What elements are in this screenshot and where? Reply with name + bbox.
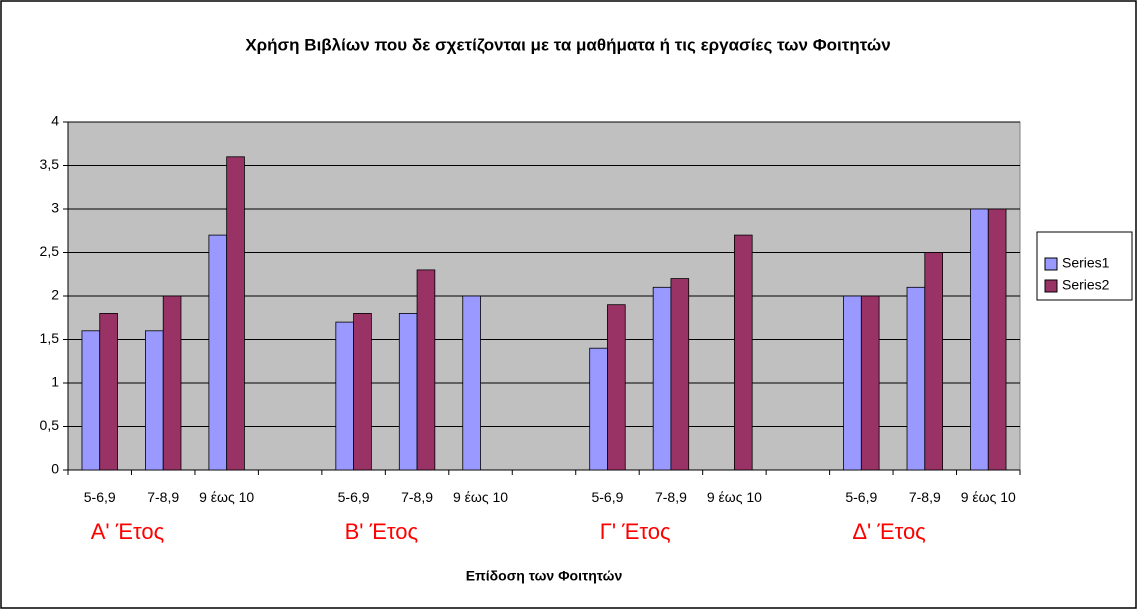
bar <box>924 252 943 471</box>
x-tick-label: 5-6,9 <box>591 489 624 505</box>
bar <box>860 295 880 471</box>
y-tick-label: 2,5 <box>40 243 60 259</box>
x-tick-label: 9 έως 10 <box>706 489 762 505</box>
x-tick-label: 5-6,9 <box>83 489 116 505</box>
x-tick-label: 5-6,9 <box>845 489 878 505</box>
bar <box>226 156 245 471</box>
bar <box>416 269 436 471</box>
bar <box>335 321 355 471</box>
bar <box>589 347 608 471</box>
y-tick-label: 0 <box>51 461 59 477</box>
x-tick-label: 5-6,9 <box>337 489 370 505</box>
legend-label: Series2 <box>1062 277 1110 293</box>
bar <box>906 286 926 471</box>
x-axis-title: Επίδοση των Φοιτητών <box>466 568 623 584</box>
x-tick-label: 9 έως 10 <box>453 489 509 505</box>
y-tick-label: 0,5 <box>40 417 60 433</box>
bar <box>607 304 626 471</box>
y-tick-label: 3 <box>51 200 59 216</box>
x-tick-label: 7-8,9 <box>908 489 941 505</box>
bar <box>353 312 372 471</box>
y-tick-label: 4 <box>51 113 59 129</box>
bar <box>843 295 862 471</box>
group-label: Γ' Έτος <box>600 519 671 544</box>
chart-title: Χρήση Βιβλίων που δε σχετίζονται με τα μ… <box>245 35 890 54</box>
bar <box>987 208 1007 471</box>
x-tick-label: 7-8,9 <box>147 489 180 505</box>
bar <box>970 208 989 471</box>
bar <box>81 330 101 471</box>
bar <box>99 312 118 471</box>
bar <box>398 312 418 471</box>
bar <box>145 330 164 471</box>
x-tick-label: 7-8,9 <box>654 489 687 505</box>
bar <box>162 295 182 471</box>
x-tick-label: 7-8,9 <box>401 489 434 505</box>
legend-label: Series1 <box>1062 255 1110 271</box>
bar <box>652 286 672 471</box>
y-tick-label: 3,5 <box>40 156 60 172</box>
group-label: Δ' Έτος <box>852 519 925 544</box>
x-tick-label: 9 έως 10 <box>199 489 255 505</box>
y-tick-label: 1,5 <box>40 330 60 346</box>
y-tick-label: 1 <box>51 374 59 390</box>
bar <box>670 278 690 471</box>
y-tick-label: 2 <box>51 287 59 303</box>
bar <box>208 234 228 471</box>
group-label: Β' Έτος <box>345 519 418 544</box>
legend-swatch <box>1044 279 1058 293</box>
bar <box>734 234 753 471</box>
group-label: Α' Έτος <box>91 519 164 544</box>
legend-swatch <box>1044 257 1058 271</box>
x-tick-label: 9 έως 10 <box>960 489 1016 505</box>
bar <box>462 295 481 471</box>
